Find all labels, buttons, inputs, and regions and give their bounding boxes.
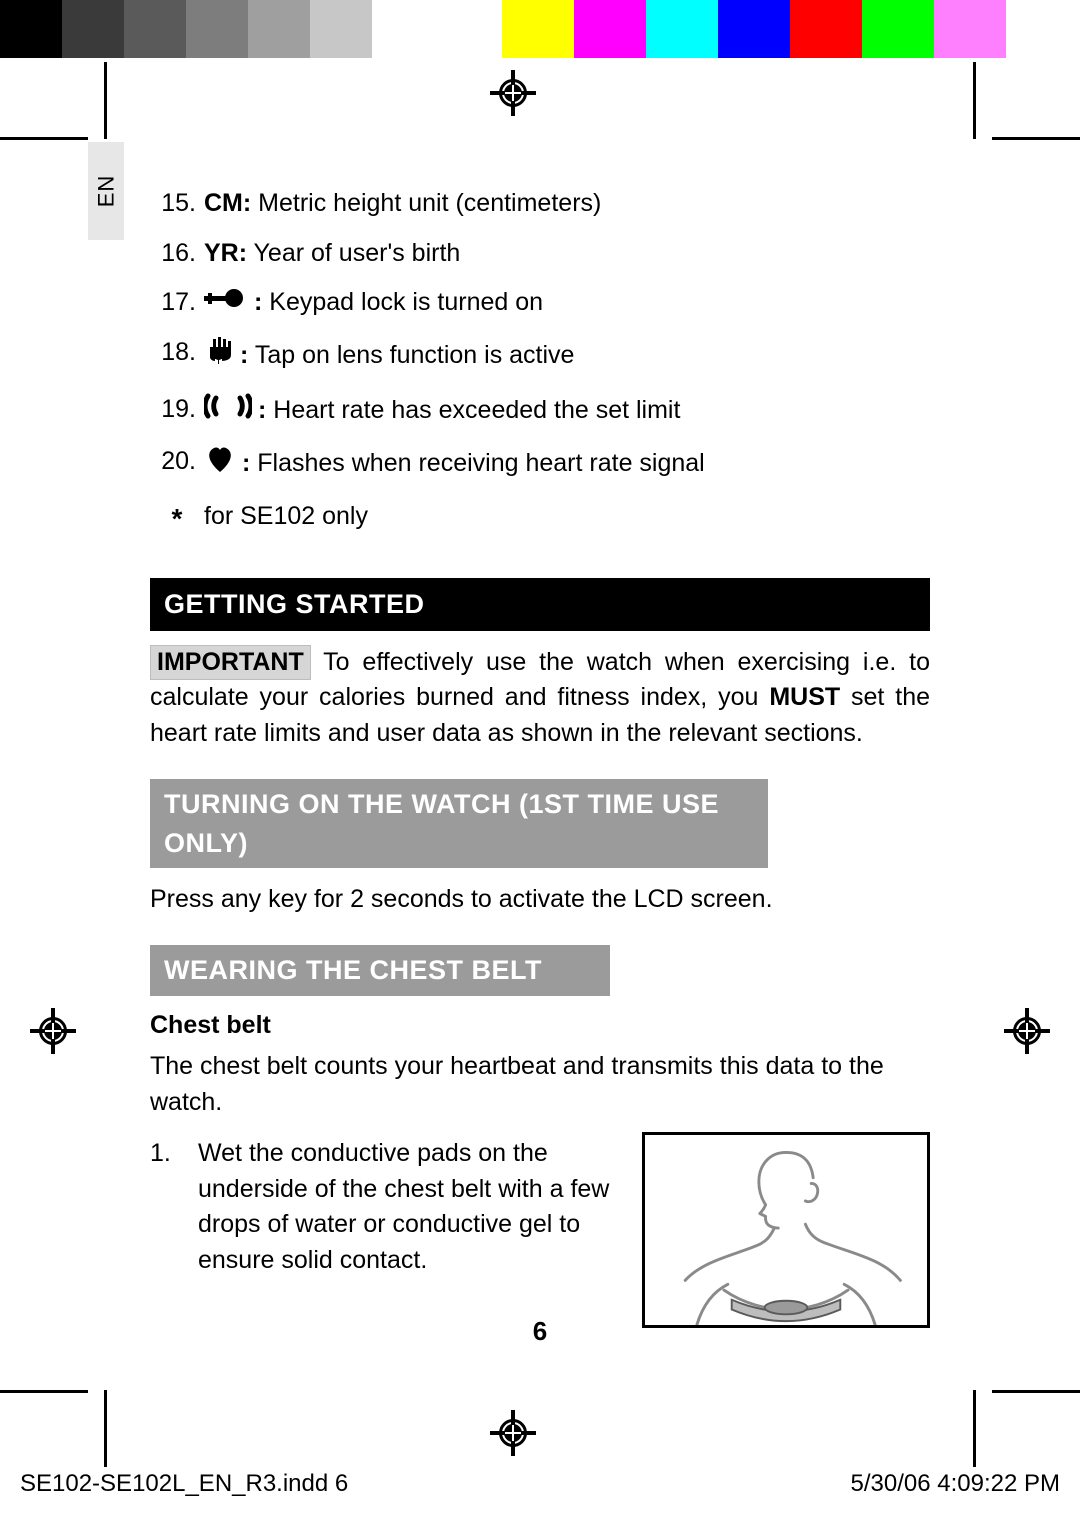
color-swatch [248,0,310,58]
icon-definitions-list: 15.CM: Metric height unit (centimeters)1… [150,186,930,485]
definition-number: 19. [150,392,204,431]
definition-row: 19.: Heart rate has exceeded the set lim… [150,392,930,431]
heading-getting-started: GETTING STARTED [150,578,930,630]
chest-belt-steps: 1. Wet the conductive pads on the unders… [150,1130,642,1328]
color-swatch [124,0,186,58]
chest-belt-intro: The chest belt counts your heartbeat and… [150,1049,930,1120]
crop-mark [973,1390,976,1467]
footnote-text: for SE102 only [204,499,930,539]
crop-mark [992,1390,1080,1393]
page-number: 6 [0,1316,1080,1347]
color-swatch [372,0,502,58]
turning-on-text: Press any key for 2 seconds to activate … [150,882,930,918]
color-swatch [310,0,372,58]
definition-body: CM: Metric height unit (centimeters) [204,186,930,222]
heart-icon [204,444,236,485]
crop-mark [973,62,976,139]
definition-text: Tap on lens function is active [248,341,574,369]
definition-label: YR: [204,239,247,267]
definition-row: 18.: Tap on lens function is active [150,335,930,378]
step-text: Wet the conductive pads on the underside… [198,1136,624,1278]
definition-text: Flashes when receiving heart rate signal [250,449,704,477]
definition-label: CM: [204,189,251,217]
hand-icon [204,335,234,378]
crop-mark [0,1390,88,1393]
footnote-mark: * [150,499,204,539]
printer-color-bar [0,0,1080,58]
step-number: 1. [150,1136,198,1278]
heading-wearing-chest-belt: WEARING THE CHEST BELT [150,945,610,995]
definition-text: Heart rate has exceeded the set limit [266,396,680,424]
footer-file: SE102-SE102L_EN_R3.indd 6 [20,1470,348,1498]
definition-number: 16. [150,236,204,272]
definition-body: : Heart rate has exceeded the set limit [204,392,930,431]
definition-text: Metric height unit (centimeters) [251,189,601,217]
page-content: 15.CM: Metric height unit (centimeters)1… [150,186,930,1328]
waves-icon [204,392,252,431]
color-swatch [934,0,1006,58]
crop-mark [104,62,107,139]
definition-body: : Keypad lock is turned on [204,285,930,321]
definition-text: Year of user's birth [247,239,460,267]
definition-row: 20.: Flashes when receiving heart rate s… [150,444,930,485]
chest-belt-figure [642,1132,930,1328]
registration-mark-icon [1004,1008,1050,1054]
color-swatch [574,0,646,58]
color-swatch [718,0,790,58]
color-swatch [502,0,574,58]
key-icon [204,286,248,322]
definition-number: 15. [150,186,204,222]
footnote: * for SE102 only [150,499,930,539]
crop-mark [104,1390,107,1467]
list-item: 1. Wet the conductive pads on the unders… [150,1136,624,1278]
color-swatch [1006,0,1078,58]
color-swatch [186,0,248,58]
chest-belt-area: 1. Wet the conductive pads on the unders… [150,1130,930,1328]
registration-mark-icon [490,1410,536,1456]
chest-belt-subhead: Chest belt [150,1008,930,1044]
important-paragraph: IMPORTANT To effectively use the watch w… [150,645,930,752]
language-tab: EN [88,142,124,240]
color-swatch [646,0,718,58]
definition-body: : Flashes when receiving heart rate sign… [204,444,930,485]
color-swatch [0,0,62,58]
definition-number: 18. [150,335,204,378]
color-swatch [790,0,862,58]
heading-turning-on: TURNING ON THE WATCH (1ST TIME USE ONLY) [150,779,768,868]
important-label: IMPORTANT [150,645,311,680]
color-swatch [862,0,934,58]
registration-mark-icon [490,70,536,116]
registration-mark-icon [30,1008,76,1054]
definition-text: Keypad lock is turned on [262,288,543,316]
definition-row: 16.YR: Year of user's birth [150,236,930,272]
definition-body: : Tap on lens function is active [204,335,930,378]
crop-mark [992,137,1080,140]
definition-row: 15.CM: Metric height unit (centimeters) [150,186,930,222]
definition-row: 17.: Keypad lock is turned on [150,285,930,321]
definition-number: 17. [150,285,204,321]
definition-number: 20. [150,444,204,485]
color-swatch [62,0,124,58]
crop-mark [0,137,88,140]
important-must: MUST [769,683,840,711]
footer-timestamp: 5/30/06 4:09:22 PM [851,1470,1060,1498]
language-tab-label: EN [93,175,119,208]
print-footer: SE102-SE102L_EN_R3.indd 6 5/30/06 4:09:2… [20,1470,1060,1498]
definition-body: YR: Year of user's birth [204,236,930,272]
